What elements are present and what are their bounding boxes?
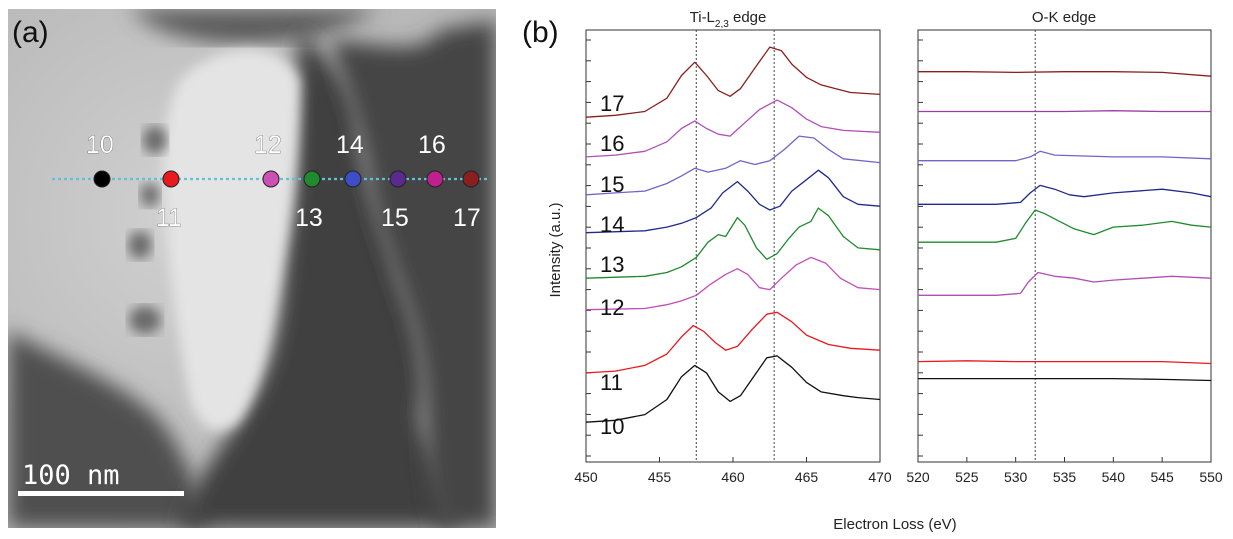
o-x-tick-label: 540 bbox=[1102, 469, 1126, 485]
o-k-edge-plot: O-K edge 520 525 530 535 540 545 550 bbox=[906, 9, 1223, 485]
ti-panel-title: Ti-L2,3 edge bbox=[690, 9, 767, 30]
point-label-16: 16 bbox=[418, 131, 446, 159]
scale-bar-label: 100 nm bbox=[22, 460, 120, 491]
point-label-15: 15 bbox=[381, 204, 409, 232]
ti-spectrum-11 bbox=[585, 311, 881, 374]
ti-x-tick-label: 465 bbox=[795, 469, 819, 485]
panel-b-label: (b) bbox=[522, 16, 559, 49]
o-spectrum-15 bbox=[918, 150, 1212, 162]
spectrum-label-14: 14 bbox=[600, 212, 624, 237]
o-x-tick-label: 535 bbox=[1053, 469, 1077, 485]
point-label-14: 14 bbox=[336, 131, 364, 159]
point-label-17: 17 bbox=[453, 204, 481, 232]
o-x-tick-label: 550 bbox=[1199, 469, 1223, 485]
spectrum-label-15: 15 bbox=[600, 172, 624, 197]
ti-x-tick-label: 450 bbox=[574, 469, 598, 485]
point-label-12: 12 bbox=[254, 131, 282, 159]
scan-point-14 bbox=[344, 170, 362, 188]
ti-spectrum-12 bbox=[585, 256, 881, 311]
o-spectrum-10 bbox=[918, 377, 1212, 382]
o-spectrum-17 bbox=[918, 71, 1212, 77]
point-label-13: 13 bbox=[295, 204, 323, 232]
scan-point-15 bbox=[389, 170, 407, 188]
ti-spectrum-13 bbox=[585, 207, 881, 279]
scan-point-12 bbox=[262, 170, 280, 188]
scale-bar bbox=[18, 491, 184, 496]
scan-point-17 bbox=[462, 170, 480, 188]
o-x-tick-label: 545 bbox=[1150, 469, 1174, 485]
ti-x-tick-label: 470 bbox=[868, 469, 892, 485]
spectrum-label-16: 16 bbox=[600, 131, 624, 156]
spectrum-label-10: 10 bbox=[600, 414, 624, 439]
o-plot-frame bbox=[917, 29, 1212, 463]
scan-point-11 bbox=[162, 170, 180, 188]
o-x-tick-label: 520 bbox=[906, 469, 930, 485]
ti-spectrum-17 bbox=[585, 46, 881, 118]
o-x-tick-label: 530 bbox=[1004, 469, 1028, 485]
point-label-11: 11 bbox=[156, 204, 182, 232]
ti-spectrum-10 bbox=[585, 355, 881, 423]
panel-a-label: (a) bbox=[12, 16, 49, 49]
spectrum-label-13: 13 bbox=[600, 252, 624, 277]
o-spectrum-14 bbox=[918, 184, 1212, 205]
spectrum-label-11: 11 bbox=[600, 370, 623, 395]
o-x-tick-label: 525 bbox=[955, 469, 979, 485]
ti-x-tick-label: 455 bbox=[648, 469, 672, 485]
o-panel-title: O-K edge bbox=[1032, 9, 1096, 26]
ti-spectrum-16 bbox=[585, 99, 881, 158]
x-axis-title: Electron Loss (eV) bbox=[833, 516, 956, 533]
ti-spectrum-15 bbox=[585, 135, 881, 196]
o-spectrum-12 bbox=[918, 271, 1212, 296]
y-axis-title: Intensity (a.u.) bbox=[547, 202, 564, 297]
ti-spectrum-14 bbox=[585, 169, 881, 234]
scan-point-10 bbox=[93, 170, 111, 188]
ti-x-tick-label: 460 bbox=[721, 469, 745, 485]
tem-image: 100 nm bbox=[8, 9, 496, 528]
spectrum-label-12: 12 bbox=[600, 295, 624, 320]
o-spectrum-13 bbox=[918, 209, 1212, 243]
o-spectrum-16 bbox=[918, 110, 1211, 113]
scan-point-13 bbox=[303, 170, 321, 188]
o-spectrum-11 bbox=[917, 360, 1212, 365]
ti-l-edge-plot: Ti-L2,3 edge 450 455 460 465 470 17 16 15 14… bbox=[574, 9, 892, 485]
scan-point-16 bbox=[426, 170, 444, 188]
spectrum-label-17: 17 bbox=[600, 91, 624, 116]
point-label-10: 10 bbox=[86, 131, 114, 159]
